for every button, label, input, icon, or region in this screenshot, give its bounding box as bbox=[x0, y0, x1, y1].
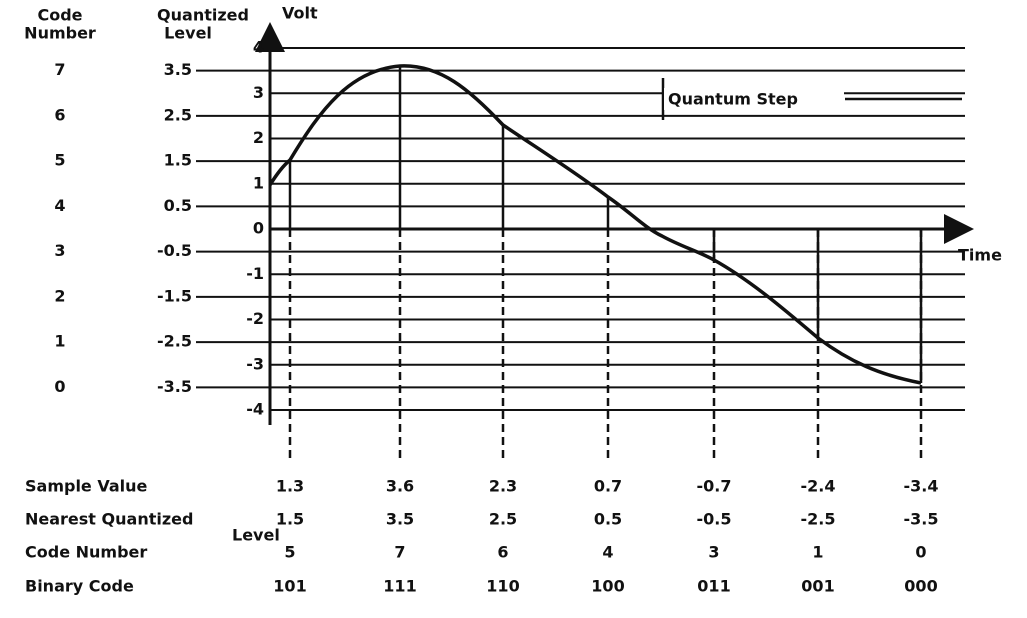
y-tick-label: -2 bbox=[246, 309, 264, 328]
row-label: Binary Code bbox=[25, 577, 134, 596]
quantized-level: 3.5 bbox=[164, 60, 192, 79]
code-number: 1 bbox=[54, 332, 65, 351]
table-cell: -2.4 bbox=[801, 477, 836, 496]
header: Level bbox=[164, 24, 212, 43]
quantized-level: 0.5 bbox=[164, 196, 192, 215]
table-cell: 6 bbox=[497, 543, 508, 562]
y-tick-label: -3 bbox=[246, 354, 264, 373]
code-number: 0 bbox=[54, 377, 65, 396]
signal-curve bbox=[268, 64, 922, 385]
x-axis-label: Time bbox=[958, 246, 1002, 265]
annotation: Quantum Step bbox=[668, 90, 798, 109]
y-tick-label: -1 bbox=[246, 264, 264, 283]
code-number: 5 bbox=[54, 151, 65, 170]
table-cell: -2.5 bbox=[801, 510, 836, 529]
quantized-level: 2.5 bbox=[164, 105, 192, 124]
table-cell: 0.5 bbox=[594, 510, 622, 529]
table-cell: 2.3 bbox=[489, 477, 517, 496]
table-cell: -3.5 bbox=[904, 510, 939, 529]
code-number: 4 bbox=[54, 196, 65, 215]
table-cell: 111 bbox=[383, 577, 416, 596]
table-cell: 5 bbox=[284, 543, 295, 562]
sample-lines bbox=[288, 66, 923, 458]
table-cell: 3.6 bbox=[386, 477, 414, 496]
table-cell: 001 bbox=[801, 577, 834, 596]
table-cell: 1.5 bbox=[276, 510, 304, 529]
quantized-level: -0.5 bbox=[157, 241, 192, 260]
table-cell: 7 bbox=[394, 543, 405, 562]
y-tick-label: -4 bbox=[246, 400, 264, 419]
table-cell: -3.4 bbox=[904, 477, 939, 496]
code-number: 2 bbox=[54, 286, 65, 305]
code-number: 3 bbox=[54, 241, 65, 260]
header: Number bbox=[24, 24, 96, 43]
quantized-level: -2.5 bbox=[157, 332, 192, 351]
table-cell: 4 bbox=[602, 543, 613, 562]
table-cell: 000 bbox=[904, 577, 937, 596]
table-cell: 110 bbox=[486, 577, 519, 596]
y-tick-label: 4 bbox=[253, 38, 264, 57]
annotation-bg bbox=[664, 88, 844, 110]
table-cell: -0.7 bbox=[697, 477, 732, 496]
table-cell: 2.5 bbox=[489, 510, 517, 529]
quantized-level: -1.5 bbox=[157, 286, 192, 305]
table-cell: 101 bbox=[273, 577, 306, 596]
table-cell: 0 bbox=[915, 543, 926, 562]
row-label: Code Number bbox=[25, 543, 147, 562]
row-label: Nearest Quantized bbox=[25, 510, 193, 529]
row-label: Sample Value bbox=[25, 477, 148, 496]
y-tick-label: 1 bbox=[253, 173, 264, 192]
table-cell: 011 bbox=[697, 577, 730, 596]
code-number: 6 bbox=[54, 105, 65, 124]
code-number: 7 bbox=[54, 60, 65, 79]
header: Code bbox=[37, 6, 82, 25]
table-cell: 3.5 bbox=[386, 510, 414, 529]
quantized-level: -3.5 bbox=[157, 377, 192, 396]
y-tick-label: 2 bbox=[253, 128, 264, 147]
y-tick-label: 3 bbox=[253, 83, 264, 102]
quantized-level: 1.5 bbox=[164, 151, 192, 170]
table-cell: 100 bbox=[591, 577, 624, 596]
row-label: Level bbox=[232, 526, 280, 545]
table-cell: -0.5 bbox=[697, 510, 732, 529]
y-tick-label: 0 bbox=[253, 219, 264, 238]
table-cell: 3 bbox=[708, 543, 719, 562]
header: Quantized bbox=[157, 6, 249, 25]
y-axis-label: Volt bbox=[282, 4, 318, 23]
table-cell: 1 bbox=[812, 543, 823, 562]
grid bbox=[270, 47, 965, 411]
table-cell: 0.7 bbox=[594, 477, 622, 496]
table-cell: 1.3 bbox=[276, 477, 304, 496]
